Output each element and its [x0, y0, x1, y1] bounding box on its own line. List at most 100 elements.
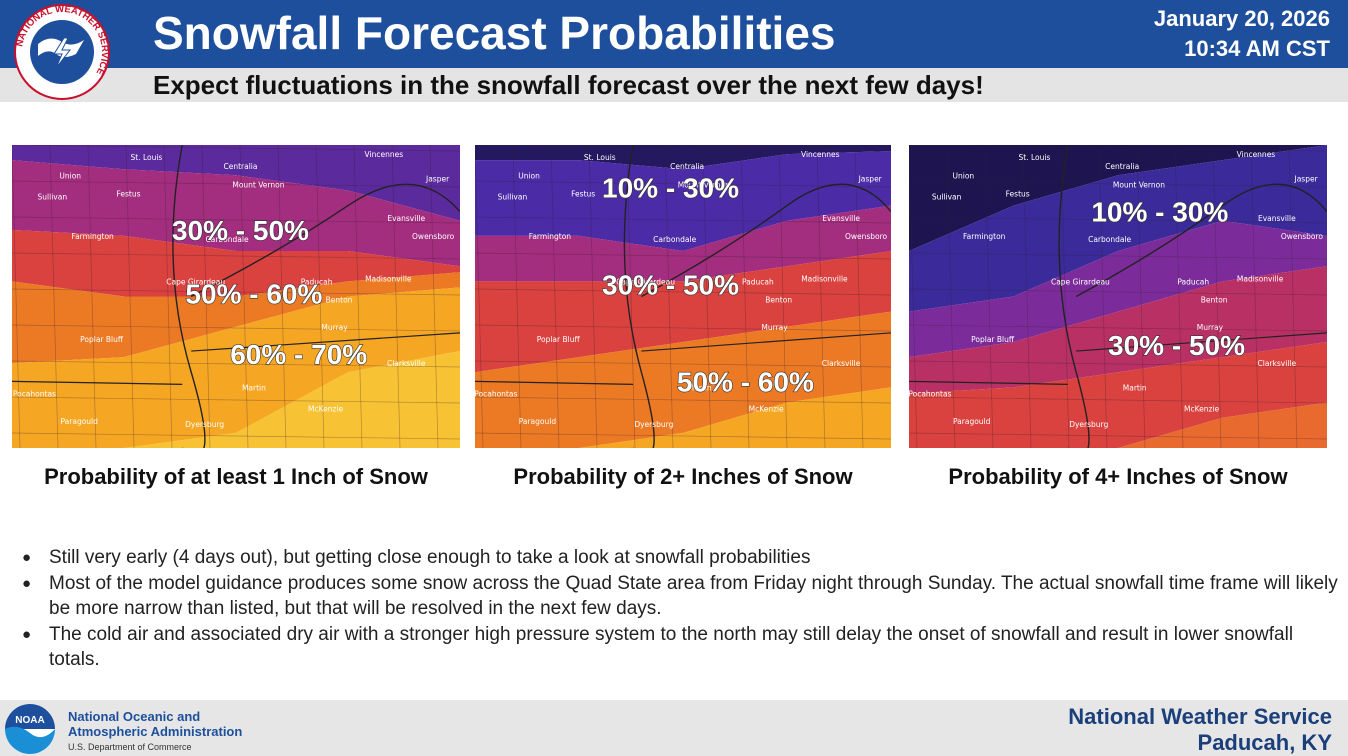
agency: National Oceanic and Atmospheric Adminis… [68, 709, 242, 739]
city-label: McKenzie [308, 405, 344, 414]
city-label: Paducah [742, 277, 774, 286]
city-label: Paragould [953, 417, 991, 426]
map-band [12, 229, 460, 297]
bullet: Most of the model guidance produces some… [22, 571, 1340, 621]
city-label: Poplar Bluff [80, 335, 124, 344]
city-label: Madisonville [801, 274, 848, 283]
county-line [475, 396, 891, 404]
county-line [1288, 145, 1298, 448]
office-name: National Weather Service [1068, 704, 1332, 729]
map-band [1118, 402, 1327, 448]
city-label: Clarksville [1258, 359, 1297, 368]
state-border [12, 332, 460, 385]
county-line [12, 145, 21, 448]
county-line [12, 252, 460, 260]
city-label: Pocahontas [13, 389, 56, 398]
map-band [12, 287, 460, 448]
map-band [475, 205, 891, 282]
county-line [391, 145, 401, 448]
county-line [778, 145, 788, 448]
city-label: Centralia [670, 162, 704, 171]
city-label: Vincennes [801, 150, 840, 159]
city-label: Vincennes [1237, 150, 1276, 159]
city-label: Sullivan [932, 193, 962, 202]
title: Snowfall Forecast Probabilities [153, 7, 836, 59]
city-label: St. Louis [1018, 153, 1050, 162]
city-label: Carbondale [653, 235, 696, 244]
bullet-list: Still very early (4 days out), but getti… [22, 545, 1340, 673]
county-line [909, 396, 1327, 404]
city-label: Owensboro [412, 232, 455, 241]
county-line [12, 396, 460, 404]
county-line [1098, 145, 1108, 448]
map-band [124, 351, 460, 448]
city-label: Jasper [425, 174, 450, 183]
county-line [854, 145, 864, 448]
county-line [909, 324, 1327, 332]
county-line [626, 145, 636, 448]
city-label: Mount Vernon [1113, 180, 1165, 189]
county-line [475, 432, 891, 440]
map-band [909, 266, 1327, 394]
city-label: Mount Vernon [678, 180, 730, 189]
county-line [909, 252, 1327, 260]
city-label: Carbondale [206, 235, 249, 244]
city-label: Benton [765, 296, 792, 305]
county-line [909, 180, 1327, 188]
city-label: Union [518, 171, 540, 180]
map-band [475, 151, 891, 252]
city-label: Festus [571, 190, 595, 199]
city-label: Paragould [519, 417, 557, 426]
city-label: Paducah [301, 277, 333, 286]
date-time: January 20, 2026 10:34 AM CST [1154, 4, 1330, 64]
state-border [172, 145, 206, 448]
city-label: Centralia [1105, 162, 1139, 171]
probability-label: 10% - 30% [602, 172, 739, 203]
county-line [946, 145, 956, 448]
county-line [475, 180, 891, 188]
county-line [12, 288, 460, 296]
county-line [239, 145, 249, 448]
state-border [1058, 145, 1090, 448]
county-line [909, 360, 1327, 368]
county-line [1022, 145, 1032, 448]
agency-line: Atmospheric Administration [68, 724, 243, 739]
probability-label: 30% - 50% [602, 269, 739, 300]
map: St. Louis Centralia Vincennes Union Mount Ve… [909, 145, 1327, 448]
city-label: Cape Girardeau [616, 277, 675, 286]
nws-logo: NATIONAL WEATHER SERVICE [14, 4, 110, 100]
city-label: Pocahontas [909, 389, 952, 398]
city-label: Evansville [387, 214, 425, 223]
county-line [475, 288, 891, 296]
probability-label: 30% - 50% [1108, 330, 1245, 361]
state-border [909, 332, 1327, 385]
county-line [816, 145, 826, 448]
city-label: Carbondale [1088, 235, 1131, 244]
city-label: Poplar Bluff [537, 335, 581, 344]
state-border [1075, 183, 1327, 298]
city-label: McKenzie [1184, 405, 1220, 414]
county-line [1060, 145, 1070, 448]
county-line [1250, 145, 1260, 448]
state-border [623, 145, 655, 448]
noaa-logo: NOAA [5, 704, 55, 754]
county-line [664, 145, 674, 448]
city-label: Festus [1006, 190, 1030, 199]
city-label: Festus [116, 190, 140, 199]
county-line [984, 145, 994, 448]
map-band [475, 311, 891, 448]
county-line [909, 145, 1327, 152]
bullet: The cold air and associated dry air with… [22, 622, 1340, 672]
county-line [125, 145, 135, 448]
city-label: Evansville [1258, 214, 1296, 223]
state-border [190, 183, 460, 298]
county-line [353, 145, 363, 448]
county-line [12, 432, 460, 440]
probability-label: 50% - 60% [677, 366, 814, 397]
county-line [475, 145, 891, 152]
county-line [909, 216, 1327, 224]
county-line [1136, 145, 1146, 448]
county-line [49, 145, 59, 448]
city-label: Sullivan [38, 193, 68, 202]
city-label: Paragould [60, 417, 98, 426]
